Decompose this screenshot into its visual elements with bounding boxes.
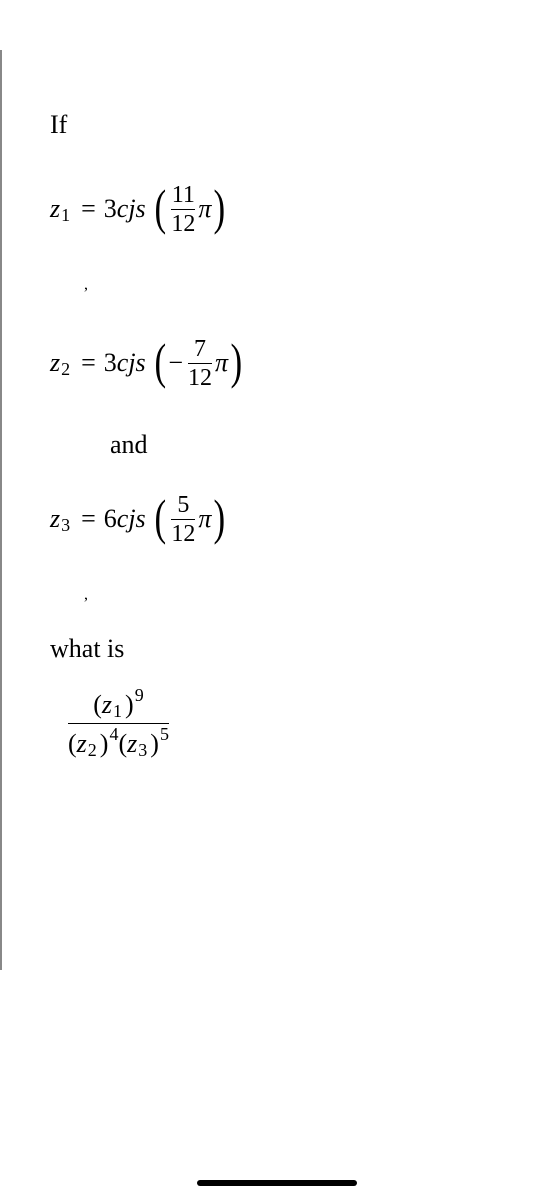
comma-2: ,	[50, 586, 504, 604]
final-den-b-exp: 5	[160, 724, 169, 745]
final-numerator: ( z 1 ) 9	[93, 690, 143, 723]
z2-frac: 7 12	[188, 337, 212, 390]
z2-eq: =	[81, 348, 96, 378]
z1-fn: cjs	[117, 194, 146, 224]
z1-frac: 11 12	[171, 183, 195, 236]
z3-var: z	[50, 504, 60, 534]
z1-frac-den: 12	[171, 209, 195, 236]
intro-text: If	[50, 110, 504, 140]
z3-coef: 6	[104, 504, 117, 534]
z3-paren-l: (	[154, 488, 166, 546]
final-den-a-paren-r: )	[100, 729, 109, 759]
z3-paren-r: )	[214, 488, 226, 546]
what-is-text: what is	[50, 634, 504, 664]
z3-frac: 5 12	[171, 493, 195, 546]
z1-eq: =	[81, 194, 96, 224]
z3-eq: =	[81, 504, 96, 534]
z2-frac-den: 12	[188, 363, 212, 390]
z2-var: z	[50, 348, 60, 378]
z1-paren-r: )	[214, 178, 226, 236]
final-den-b-sub: 3	[138, 740, 147, 761]
z1-paren-l: (	[154, 178, 166, 236]
equation-z1: z 1 = 3 cjs ( 11 12 π )	[50, 180, 504, 238]
z2-paren-r: )	[231, 332, 243, 390]
z1-coef: 3	[104, 194, 117, 224]
final-expression: ( z 1 ) 9 ( z 2 ) 4 ( z 3 ) 5	[68, 690, 169, 759]
final-denominator: ( z 2 ) 4 ( z 3 ) 5	[68, 723, 169, 759]
comma-1: ,	[50, 276, 504, 294]
problem-content: If z 1 = 3 cjs ( 11 12 π ) , z 2 = 3 cjs	[0, 0, 554, 759]
z2-paren-l: (	[154, 332, 166, 390]
z3-frac-den: 12	[171, 519, 195, 546]
final-den-a-paren-l: (	[68, 729, 77, 759]
final-den-a-var: z	[77, 729, 87, 759]
z3-frac-num: 5	[177, 493, 189, 519]
z2-coef: 3	[104, 348, 117, 378]
z1-frac-num: 11	[172, 183, 195, 209]
final-den-b-paren-r: )	[150, 729, 159, 759]
z2-minus: −	[168, 348, 183, 378]
z1-pi: π	[198, 194, 211, 224]
home-indicator	[197, 1180, 357, 1186]
final-num-sub: 1	[113, 701, 122, 722]
final-num-paren-r: )	[125, 690, 134, 720]
z2-pi: π	[215, 348, 228, 378]
and-text: and	[50, 430, 504, 460]
z3-sub: 3	[61, 515, 70, 536]
equation-z3: z 3 = 6 cjs ( 5 12 π )	[50, 490, 504, 548]
equation-z2: z 2 = 3 cjs ( − 7 12 π )	[50, 334, 504, 392]
z2-sub: 2	[61, 359, 70, 380]
z1-sub: 1	[61, 205, 70, 226]
final-num-exp: 9	[135, 685, 144, 706]
z2-fn: cjs	[117, 348, 146, 378]
final-num-var: z	[102, 690, 112, 720]
z3-pi: π	[198, 504, 211, 534]
z2-frac-num: 7	[194, 337, 206, 363]
final-den-b-var: z	[127, 729, 137, 759]
final-den-a-sub: 2	[88, 740, 97, 761]
z3-fn: cjs	[117, 504, 146, 534]
final-num-paren-l: (	[93, 690, 102, 720]
page-left-border	[0, 50, 2, 970]
final-den-b-paren-l: (	[118, 729, 127, 759]
z1-var: z	[50, 194, 60, 224]
final-den-a-exp: 4	[109, 724, 118, 745]
